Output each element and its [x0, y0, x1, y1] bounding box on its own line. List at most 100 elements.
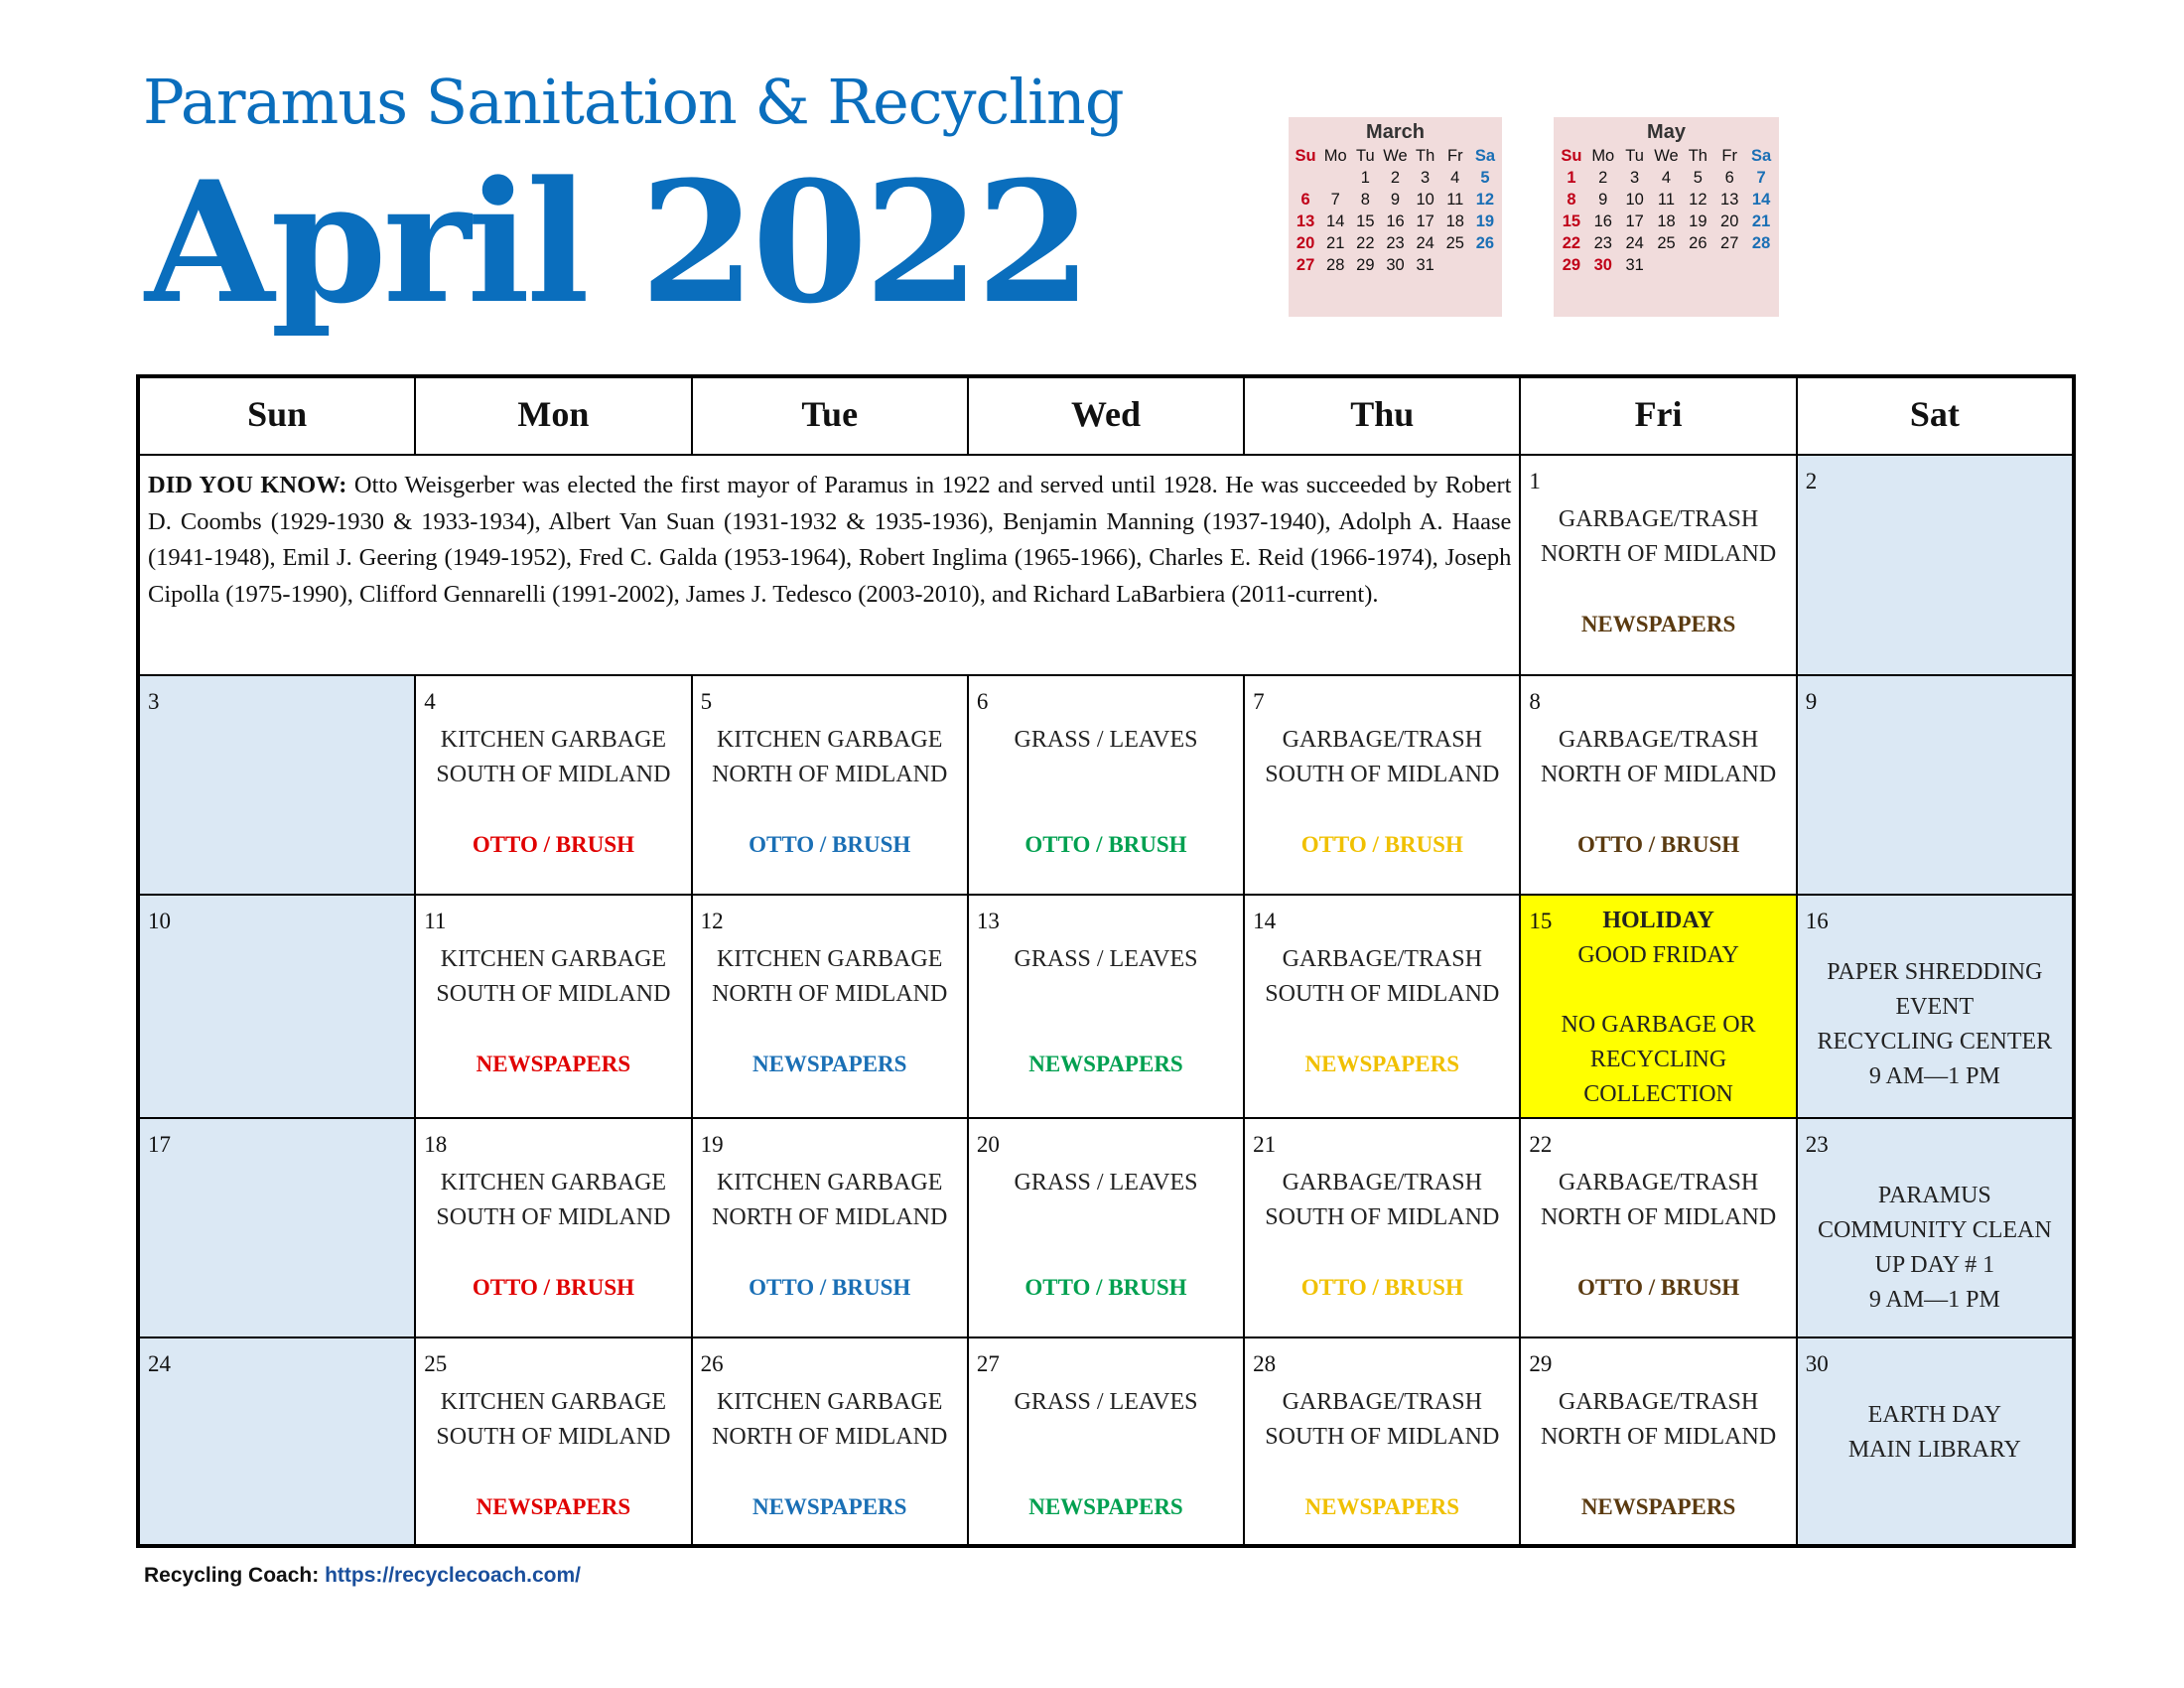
schedule-line: NORTH OF MIDLAND	[1540, 1204, 1777, 1230]
schedule-line: PARAMUS	[1877, 1183, 1991, 1208]
day-number: 24	[148, 1351, 171, 1376]
mini-day: 16	[1386, 212, 1405, 230]
day-number: 27	[976, 1351, 1000, 1376]
spacer	[969, 1455, 1243, 1489]
mini-day: 10	[1625, 191, 1644, 209]
day-cell-6[interactable]: 6 GRASS / LEAVES OTTO / BRUSH	[967, 675, 1245, 895]
day-cell-21[interactable]: 21 GARBAGE/TRASH SOUTH OF MIDLAND OTTO / BR…	[1244, 1118, 1521, 1337]
mini-day: 12	[1689, 191, 1707, 209]
schedule-line: GARBAGE/TRASH	[1282, 1170, 1482, 1196]
day-number: 1	[1529, 469, 1541, 493]
day-cell-1[interactable]: 1 GARBAGE/TRASH NORTH OF MIDLAND NEWSPAPERS	[1520, 455, 1797, 675]
day-cell-7[interactable]: 7 GARBAGE/TRASH SOUTH OF MIDLAND OTTO / BRU…	[1244, 675, 1521, 895]
day-cell-20[interactable]: 20 GRASS / LEAVES OTTO / BRUSH	[967, 1118, 1245, 1337]
day-cell-28[interactable]: 28 GARBAGE/TRASH SOUTH OF MIDLAND NEWSPAPER…	[1244, 1337, 1521, 1545]
day-cell-24[interactable]: 24	[139, 1337, 416, 1545]
spacer	[1521, 792, 1795, 827]
schedule-line: KITCHEN GARBAGE	[440, 1389, 667, 1415]
mini-calendar-march: March Su Mo Tu We Th Fr Sa 1 2 3 4 5 6 7 8 9 10 11 12 13 14 15…	[1289, 117, 1502, 317]
recyclecoach-link[interactable]: https://recyclecoach.com/	[325, 1564, 581, 1587]
schedule-line: GARBAGE/TRASH	[1282, 727, 1482, 753]
day-cell-13[interactable]: 13 GRASS / LEAVES NEWSPAPERS	[967, 895, 1245, 1118]
weekday-label: Th	[1416, 147, 1435, 165]
day-cell-17[interactable]: 17	[139, 1118, 416, 1337]
day-cell-8[interactable]: 8 GARBAGE/TRASH NORTH OF MIDLAND OTTO / BRU…	[1520, 675, 1797, 895]
mini-day: 1	[1567, 169, 1576, 187]
mini-day: 15	[1562, 212, 1581, 230]
mini-day: 4	[1450, 169, 1460, 187]
schedule-line: GARBAGE/TRASH	[1558, 727, 1759, 753]
day-cell-4[interactable]: 4 KITCHEN GARBAGE SOUTH OF MIDLAND OTTO / B…	[415, 675, 692, 895]
mini-day: 12	[1475, 191, 1495, 209]
spacer	[1245, 1235, 1519, 1270]
day-cell-16[interactable]: 16 PAPER SHREDDING EVENT RECYCLING CENTER 9 …	[1796, 895, 2073, 1118]
pickup-accent: NEWSPAPERS	[1580, 1494, 1736, 1519]
day-cell-3[interactable]: 3	[139, 675, 416, 895]
mini-day: 6	[1724, 169, 1734, 187]
day-cell-12[interactable]: 12 KITCHEN GARBAGE NORTH OF MIDLAND NEWSPAP…	[691, 895, 968, 1118]
day-cell-5[interactable]: 5 KITCHEN GARBAGE NORTH OF MIDLAND OTTO / B…	[691, 675, 968, 895]
schedule-line: SOUTH OF MIDLAND	[1265, 1424, 1500, 1450]
day-cell-27[interactable]: 27 GRASS / LEAVES NEWSPAPERS	[967, 1337, 1245, 1545]
day-cell-10[interactable]: 10	[139, 895, 416, 1118]
day-number: 6	[976, 689, 989, 714]
holiday-title: HOLIDAY	[1602, 908, 1714, 933]
day-number: 21	[1253, 1132, 1277, 1157]
day-number: 18	[424, 1132, 448, 1157]
day-cell-22[interactable]: 22 GARBAGE/TRASH NORTH OF MIDLAND OTTO / BR…	[1520, 1118, 1797, 1337]
day-number: 20	[976, 1132, 1000, 1157]
spacer	[969, 1012, 1243, 1047]
schedule-line: NORTH OF MIDLAND	[1540, 1424, 1777, 1450]
spacer	[1521, 1235, 1795, 1270]
day-number: 7	[1253, 689, 1265, 714]
day-cell-25[interactable]: 25 KITCHEN GARBAGE SOUTH OF MIDLAND NEWSPAP…	[415, 1337, 692, 1545]
schedule-line: GARBAGE/TRASH	[1558, 506, 1759, 532]
pickup-accent: NEWSPAPERS	[751, 1052, 907, 1076]
spacer	[416, 792, 690, 827]
mini-day: 31	[1625, 256, 1644, 274]
pickup-accent: NEWSPAPERS	[1028, 1494, 1183, 1519]
mini-day: 17	[1625, 212, 1644, 230]
day-cell-2[interactable]: 2	[1796, 455, 2073, 675]
day-cell-19[interactable]: 19 KITCHEN GARBAGE NORTH OF MIDLAND OTTO / …	[691, 1118, 968, 1337]
schedule-line: PAPER SHREDDING	[1827, 959, 2043, 985]
spacer	[416, 1455, 690, 1489]
weekday-label: Tu	[1625, 147, 1644, 165]
schedule-line: SOUTH OF MIDLAND	[1265, 1204, 1500, 1230]
day-number: 3	[148, 689, 160, 714]
mini-day: 18	[1657, 212, 1676, 230]
organization-title: Paramus Sanitation & Recycling	[143, 66, 1125, 138]
day-cell-26[interactable]: 26 KITCHEN GARBAGE NORTH OF MIDLAND NEWSPAP…	[691, 1337, 968, 1545]
pickup-accent: NEWSPAPERS	[476, 1052, 631, 1076]
schedule-line: KITCHEN GARBAGE	[717, 946, 943, 972]
weekday-header-thu: Thu	[1244, 377, 1521, 455]
weekday-label: Sa	[1474, 147, 1495, 165]
mini-day: 13	[1296, 212, 1315, 230]
did-you-know-text: Otto Weisgerber was elected the first ma…	[148, 472, 1512, 608]
day-cell-15[interactable]: 15 HOLIDAY GOOD FRIDAY NO GARBAGE OR RECYCLI…	[1520, 895, 1797, 1118]
mini-day: 24	[1416, 234, 1434, 252]
mini-day: 2	[1598, 169, 1608, 187]
schedule-line: SOUTH OF MIDLAND	[436, 1424, 671, 1450]
day-cell-18[interactable]: 18 KITCHEN GARBAGE SOUTH OF MIDLAND OTTO / …	[415, 1118, 692, 1337]
mini-day: 4	[1661, 169, 1672, 187]
day-cell-9[interactable]: 9	[1796, 675, 2073, 895]
schedule-line: GRASS / LEAVES	[1014, 946, 1198, 972]
day-cell-30[interactable]: 30 EARTH DAY MAIN LIBRARY	[1796, 1337, 2073, 1545]
mini-day: 9	[1390, 191, 1401, 209]
mini-calendar-days: Su Mo Tu We Th Fr Sa 1 2 3 4 5 6 7 8 9 10 11 12 13 14 15 16 17 1…	[1556, 147, 1777, 275]
footer: Recycling Coach: https://recyclecoach.co…	[144, 1564, 581, 1588]
day-cell-23[interactable]: 23 PARAMUS COMMUNITY CLEAN UP DAY # 1 9 AM—1…	[1796, 1118, 2073, 1337]
schedule-line: KITCHEN GARBAGE	[440, 727, 667, 753]
day-number: 19	[700, 1132, 724, 1157]
day-cell-29[interactable]: 29 GARBAGE/TRASH NORTH OF MIDLAND NEWSPAPER…	[1520, 1337, 1797, 1545]
mini-day: 28	[1326, 256, 1345, 274]
spacer	[693, 792, 967, 827]
pickup-accent: OTTO / BRUSH	[749, 1275, 911, 1300]
mini-calendar-title: May	[1647, 121, 1686, 143]
schedule-line: NORTH OF MIDLAND	[712, 1424, 948, 1450]
schedule-line: SOUTH OF MIDLAND	[436, 981, 671, 1007]
day-cell-11[interactable]: 11 KITCHEN GARBAGE SOUTH OF MIDLAND NEWSPAP…	[415, 895, 692, 1118]
mini-day: 21	[1751, 212, 1771, 230]
day-cell-14[interactable]: 14 GARBAGE/TRASH SOUTH OF MIDLAND NEWSPAPER…	[1244, 895, 1521, 1118]
